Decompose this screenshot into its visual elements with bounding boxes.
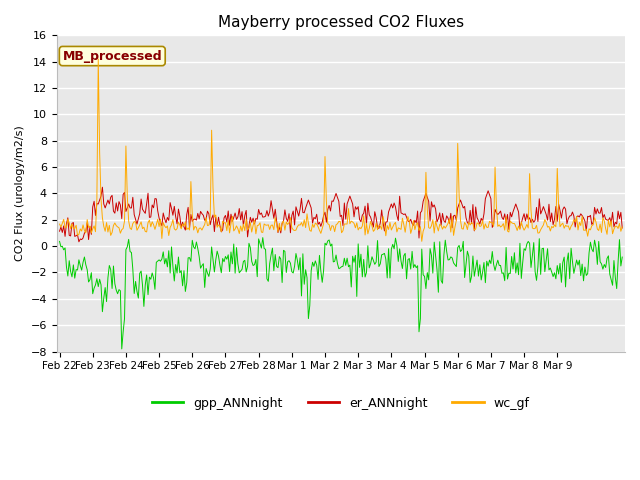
Title: Mayberry processed CO2 Fluxes: Mayberry processed CO2 Fluxes [218, 15, 464, 30]
Legend: gpp_ANNnight, er_ANNnight, wc_gf: gpp_ANNnight, er_ANNnight, wc_gf [147, 392, 534, 415]
Text: MB_processed: MB_processed [63, 49, 162, 62]
Y-axis label: CO2 Flux (urology/m2/s): CO2 Flux (urology/m2/s) [15, 126, 25, 261]
